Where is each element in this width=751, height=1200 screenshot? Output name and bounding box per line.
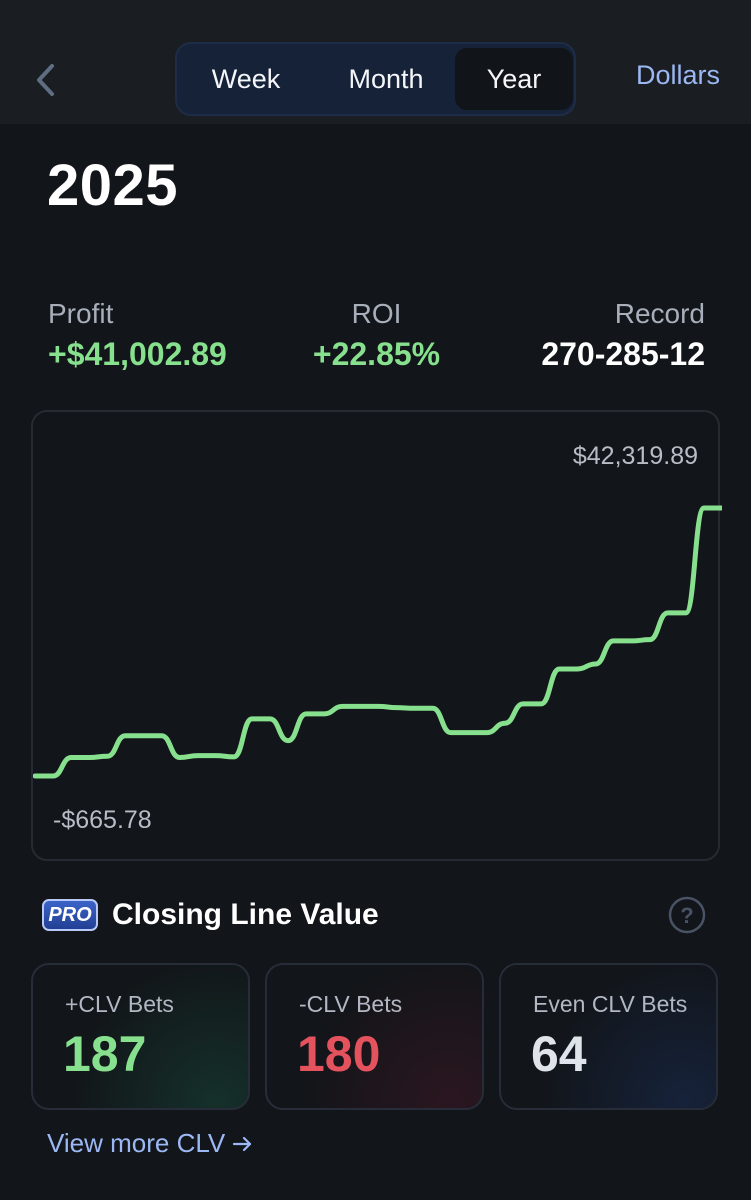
- clv-card-label: Even CLV Bets: [533, 991, 688, 1017]
- view-more-clv-link[interactable]: View more CLV: [47, 1128, 254, 1159]
- chevron-left-icon: [37, 64, 54, 96]
- roi-value: +22.85%: [312, 336, 441, 372]
- clv-header: PRO Closing Line Value ?: [40, 896, 720, 938]
- clv-card-value: 180: [297, 1026, 381, 1082]
- question-circle-icon[interactable]: ?: [668, 896, 706, 934]
- back-button[interactable]: [28, 58, 64, 102]
- roi-label: ROI: [351, 298, 402, 329]
- profit-series-line: [33, 505, 722, 779]
- record-stat: Record 270-285-12: [541, 298, 705, 373]
- tab-week[interactable]: Week: [211, 63, 281, 94]
- clv-title: Closing Line Value: [112, 898, 379, 931]
- clv-card-negative[interactable]: -CLV Bets 180: [265, 963, 484, 1110]
- clv-card-positive[interactable]: +CLV Bets 187: [31, 963, 250, 1110]
- period-title: 2025: [47, 153, 179, 218]
- profit-stat: Profit +$41,002.89: [48, 298, 227, 373]
- roi-stat: ROI +22.85%: [304, 298, 449, 373]
- clv-card-even[interactable]: Even CLV Bets 64: [499, 963, 718, 1110]
- profit-label: Profit: [48, 298, 114, 329]
- top-bar: Week Month Year Dollars: [0, 0, 751, 124]
- record-label: Record: [614, 298, 705, 329]
- units-toggle[interactable]: Dollars: [635, 60, 720, 90]
- record-value: 270-285-12: [541, 336, 705, 372]
- period-selector: Week Month Year: [175, 42, 576, 116]
- pro-badge: PRO: [42, 899, 98, 931]
- arrow-right-icon: [233, 1136, 252, 1152]
- tab-month[interactable]: Month: [348, 63, 424, 94]
- tab-year[interactable]: Year: [455, 48, 573, 110]
- clv-card-value: 187: [63, 1026, 147, 1082]
- clv-card-label: -CLV Bets: [299, 991, 403, 1017]
- svg-text:?: ?: [680, 903, 693, 928]
- clv-card-value: 64: [531, 1026, 587, 1082]
- view-more-label: View more CLV: [47, 1128, 226, 1158]
- chart-max-label: $42,319.89: [572, 442, 698, 470]
- clv-card-label: +CLV Bets: [65, 991, 174, 1017]
- profit-chart-svg: [33, 505, 722, 779]
- chart-min-label: -$665.78: [53, 806, 152, 834]
- profit-chart[interactable]: $42,319.89 -$665.78: [31, 410, 722, 861]
- profit-value: +$41,002.89: [48, 336, 227, 372]
